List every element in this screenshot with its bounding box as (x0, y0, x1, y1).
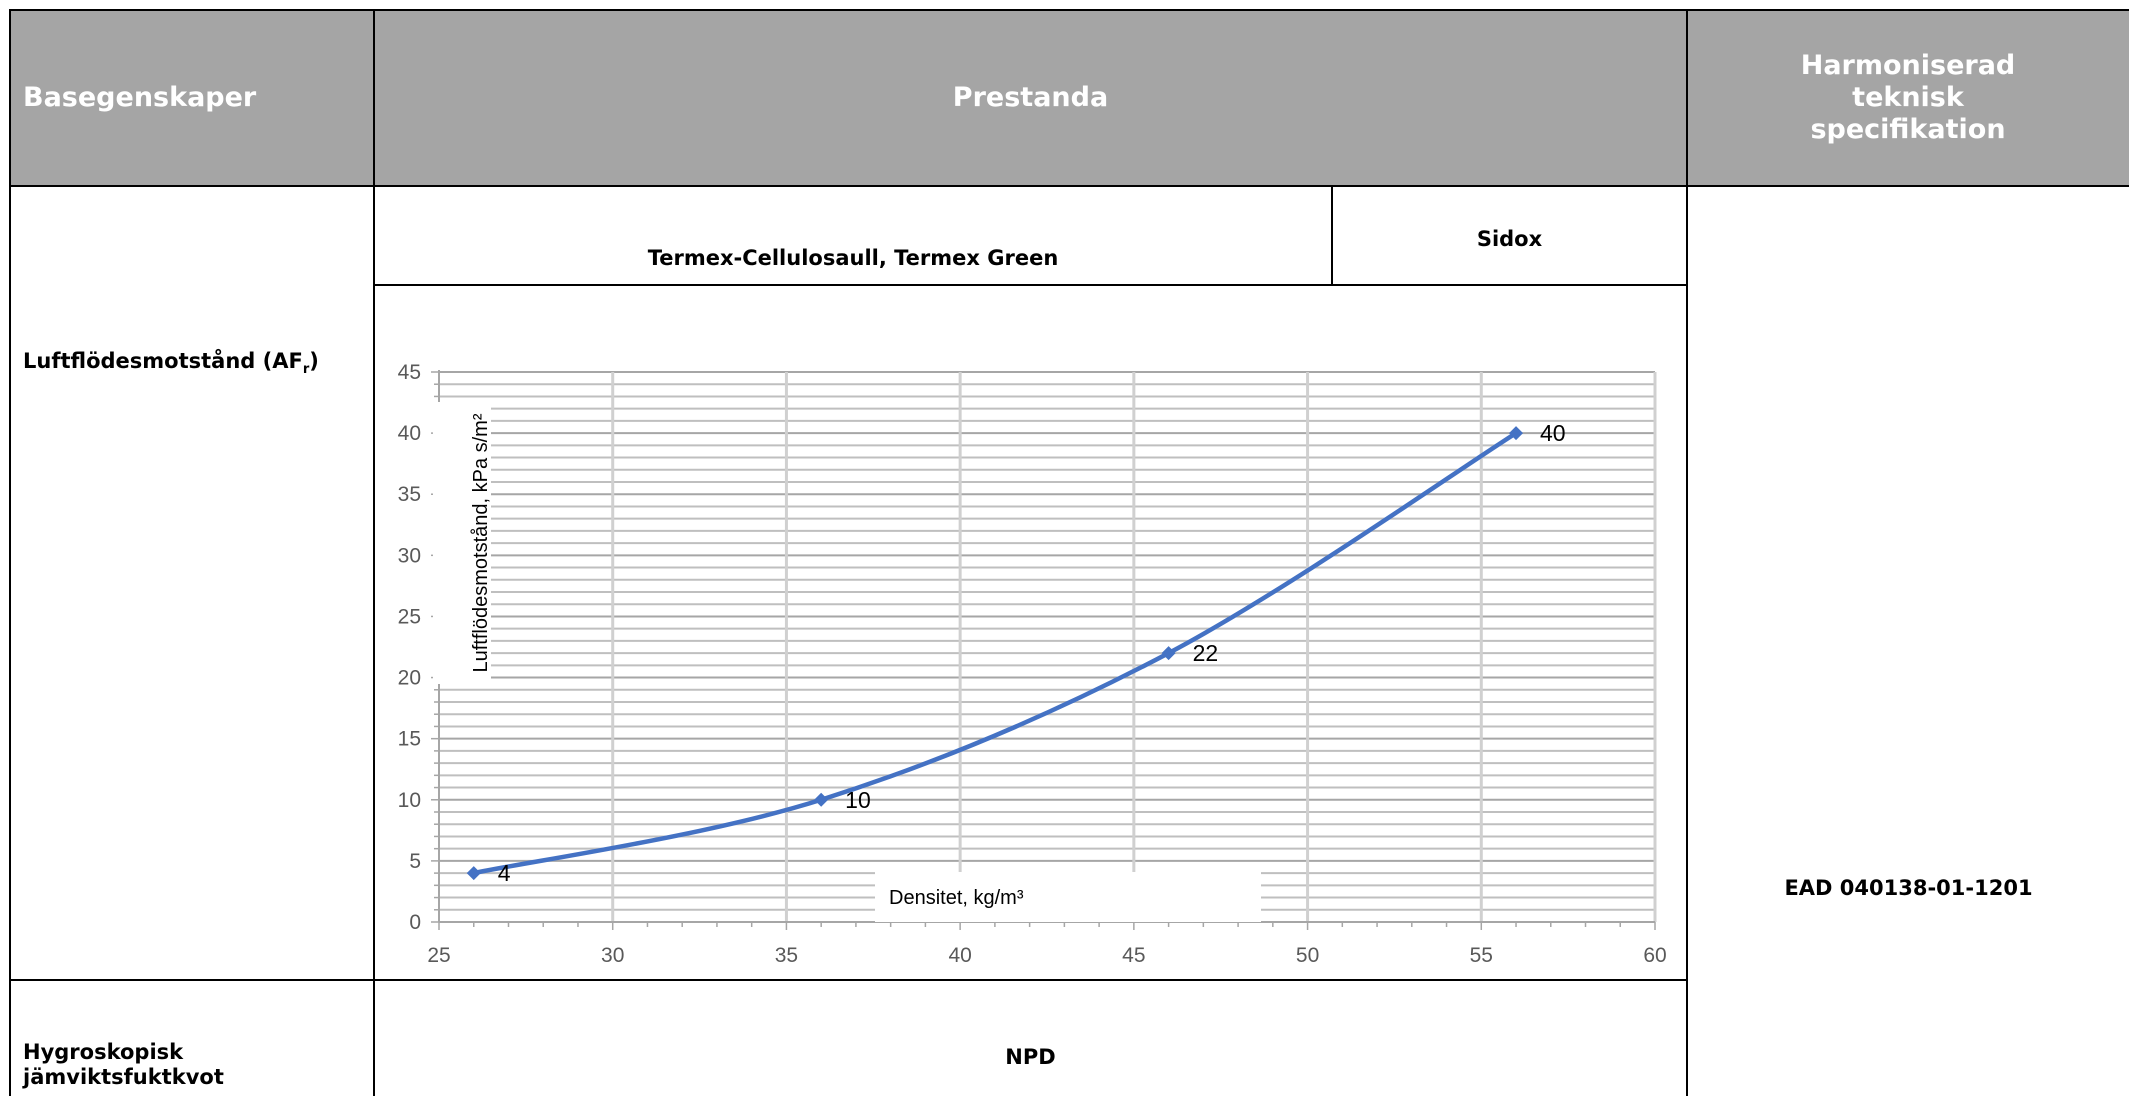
x-tick-label: 60 (1643, 944, 1666, 967)
table-border-top (9, 9, 2129, 11)
col-divider-1 (373, 9, 375, 1096)
product-name: Termex-Cellulosaull, Termex Green (647, 246, 1059, 270)
table-border-left (9, 9, 11, 1096)
header-col3-label: Harmoniserad teknisk specifikation (1800, 49, 2016, 145)
data-point-label: 4 (498, 860, 511, 886)
data-point-marker (1161, 646, 1176, 661)
x-tick-label: 55 (1470, 944, 1493, 967)
chart-series: 4 10 22 40 (466, 420, 1566, 886)
x-tick-label: 45 (1122, 944, 1145, 967)
property-hygroscopic-line1: Hygroskopisk (23, 1040, 184, 1064)
property-airflow-end: ) (309, 349, 319, 373)
y-tick-label: 10 (398, 789, 421, 812)
header-basegenskaper: Basegenskaper (9, 9, 374, 186)
header-col2-label: Prestanda (952, 82, 1109, 113)
series-line (473, 431, 1518, 876)
y-tick-label: 0 (409, 911, 421, 934)
y-tick-label: 30 (398, 544, 421, 567)
spec-code: EAD 040138-01-1201 (1784, 876, 2033, 900)
property-airflow-main: Luftflödesmotstånd (AF (23, 349, 303, 373)
x-tick-label: 30 (601, 944, 624, 967)
x-tick-label: 40 (948, 944, 971, 967)
data-point-marker (466, 866, 481, 881)
property-hygroscopic: Hygroskopisk jämviktsfuktkvot (23, 1040, 224, 1090)
x-tick-label: 35 (775, 944, 798, 967)
data-point-label: 10 (845, 787, 871, 813)
y-tick-label: 40 (398, 422, 421, 445)
airflow-resistance-chart: 0 5 10 15 20 25 30 35 40 45 25 30 35 40 45 50 55 60 Luftf… (398, 361, 1667, 967)
col-divider-2 (1686, 9, 1688, 1096)
header-prestanda: Prestanda (375, 9, 1686, 186)
property-airflow-resistance: Luftflödesmotstånd (AFr) (23, 349, 319, 377)
header-bottom-line (9, 185, 2129, 187)
x-axis-title: Densitet, kg/m³ (889, 887, 1024, 909)
chart-gridlines (439, 371, 1657, 922)
row1-bottom-line (373, 284, 1688, 286)
property-hygroscopic-line2: jämviktsfuktkvot (23, 1065, 224, 1089)
y-tick-label: 20 (398, 667, 421, 690)
y-tick-label: 35 (398, 483, 421, 506)
y-tick-label: 15 (398, 728, 421, 751)
data-point-marker (814, 792, 829, 807)
y-tick-label: 45 (398, 361, 421, 384)
y-tick-label: 25 (398, 605, 421, 628)
data-point-label: 40 (1540, 420, 1566, 446)
x-tick-label: 50 (1296, 944, 1319, 967)
data-point-label: 22 (1193, 640, 1219, 666)
row1-inner-divider (1331, 185, 1333, 286)
hygroscopic-value: NPD (1005, 1045, 1056, 1069)
row2-bottom-line (9, 979, 1688, 981)
chart-tick-labels: 0 5 10 15 20 25 30 35 40 45 25 30 35 40 45 50 55 60 (398, 361, 1667, 967)
header-col1-label: Basegenskaper (23, 82, 257, 113)
y-axis-title: Luftflödesmotstånd, kPa s/m² (470, 413, 492, 672)
ylabel-backdrop (433, 402, 491, 684)
page-ref: Sidox (1476, 227, 1543, 251)
property-airflow-sub: r (302, 362, 310, 378)
header-spec: Harmoniserad teknisk specifikation (1687, 9, 2129, 186)
data-point-marker (1509, 426, 1524, 441)
x-tick-label: 25 (427, 944, 450, 967)
y-tick-label: 5 (409, 850, 421, 873)
xlabel-backdrop (875, 872, 1261, 922)
